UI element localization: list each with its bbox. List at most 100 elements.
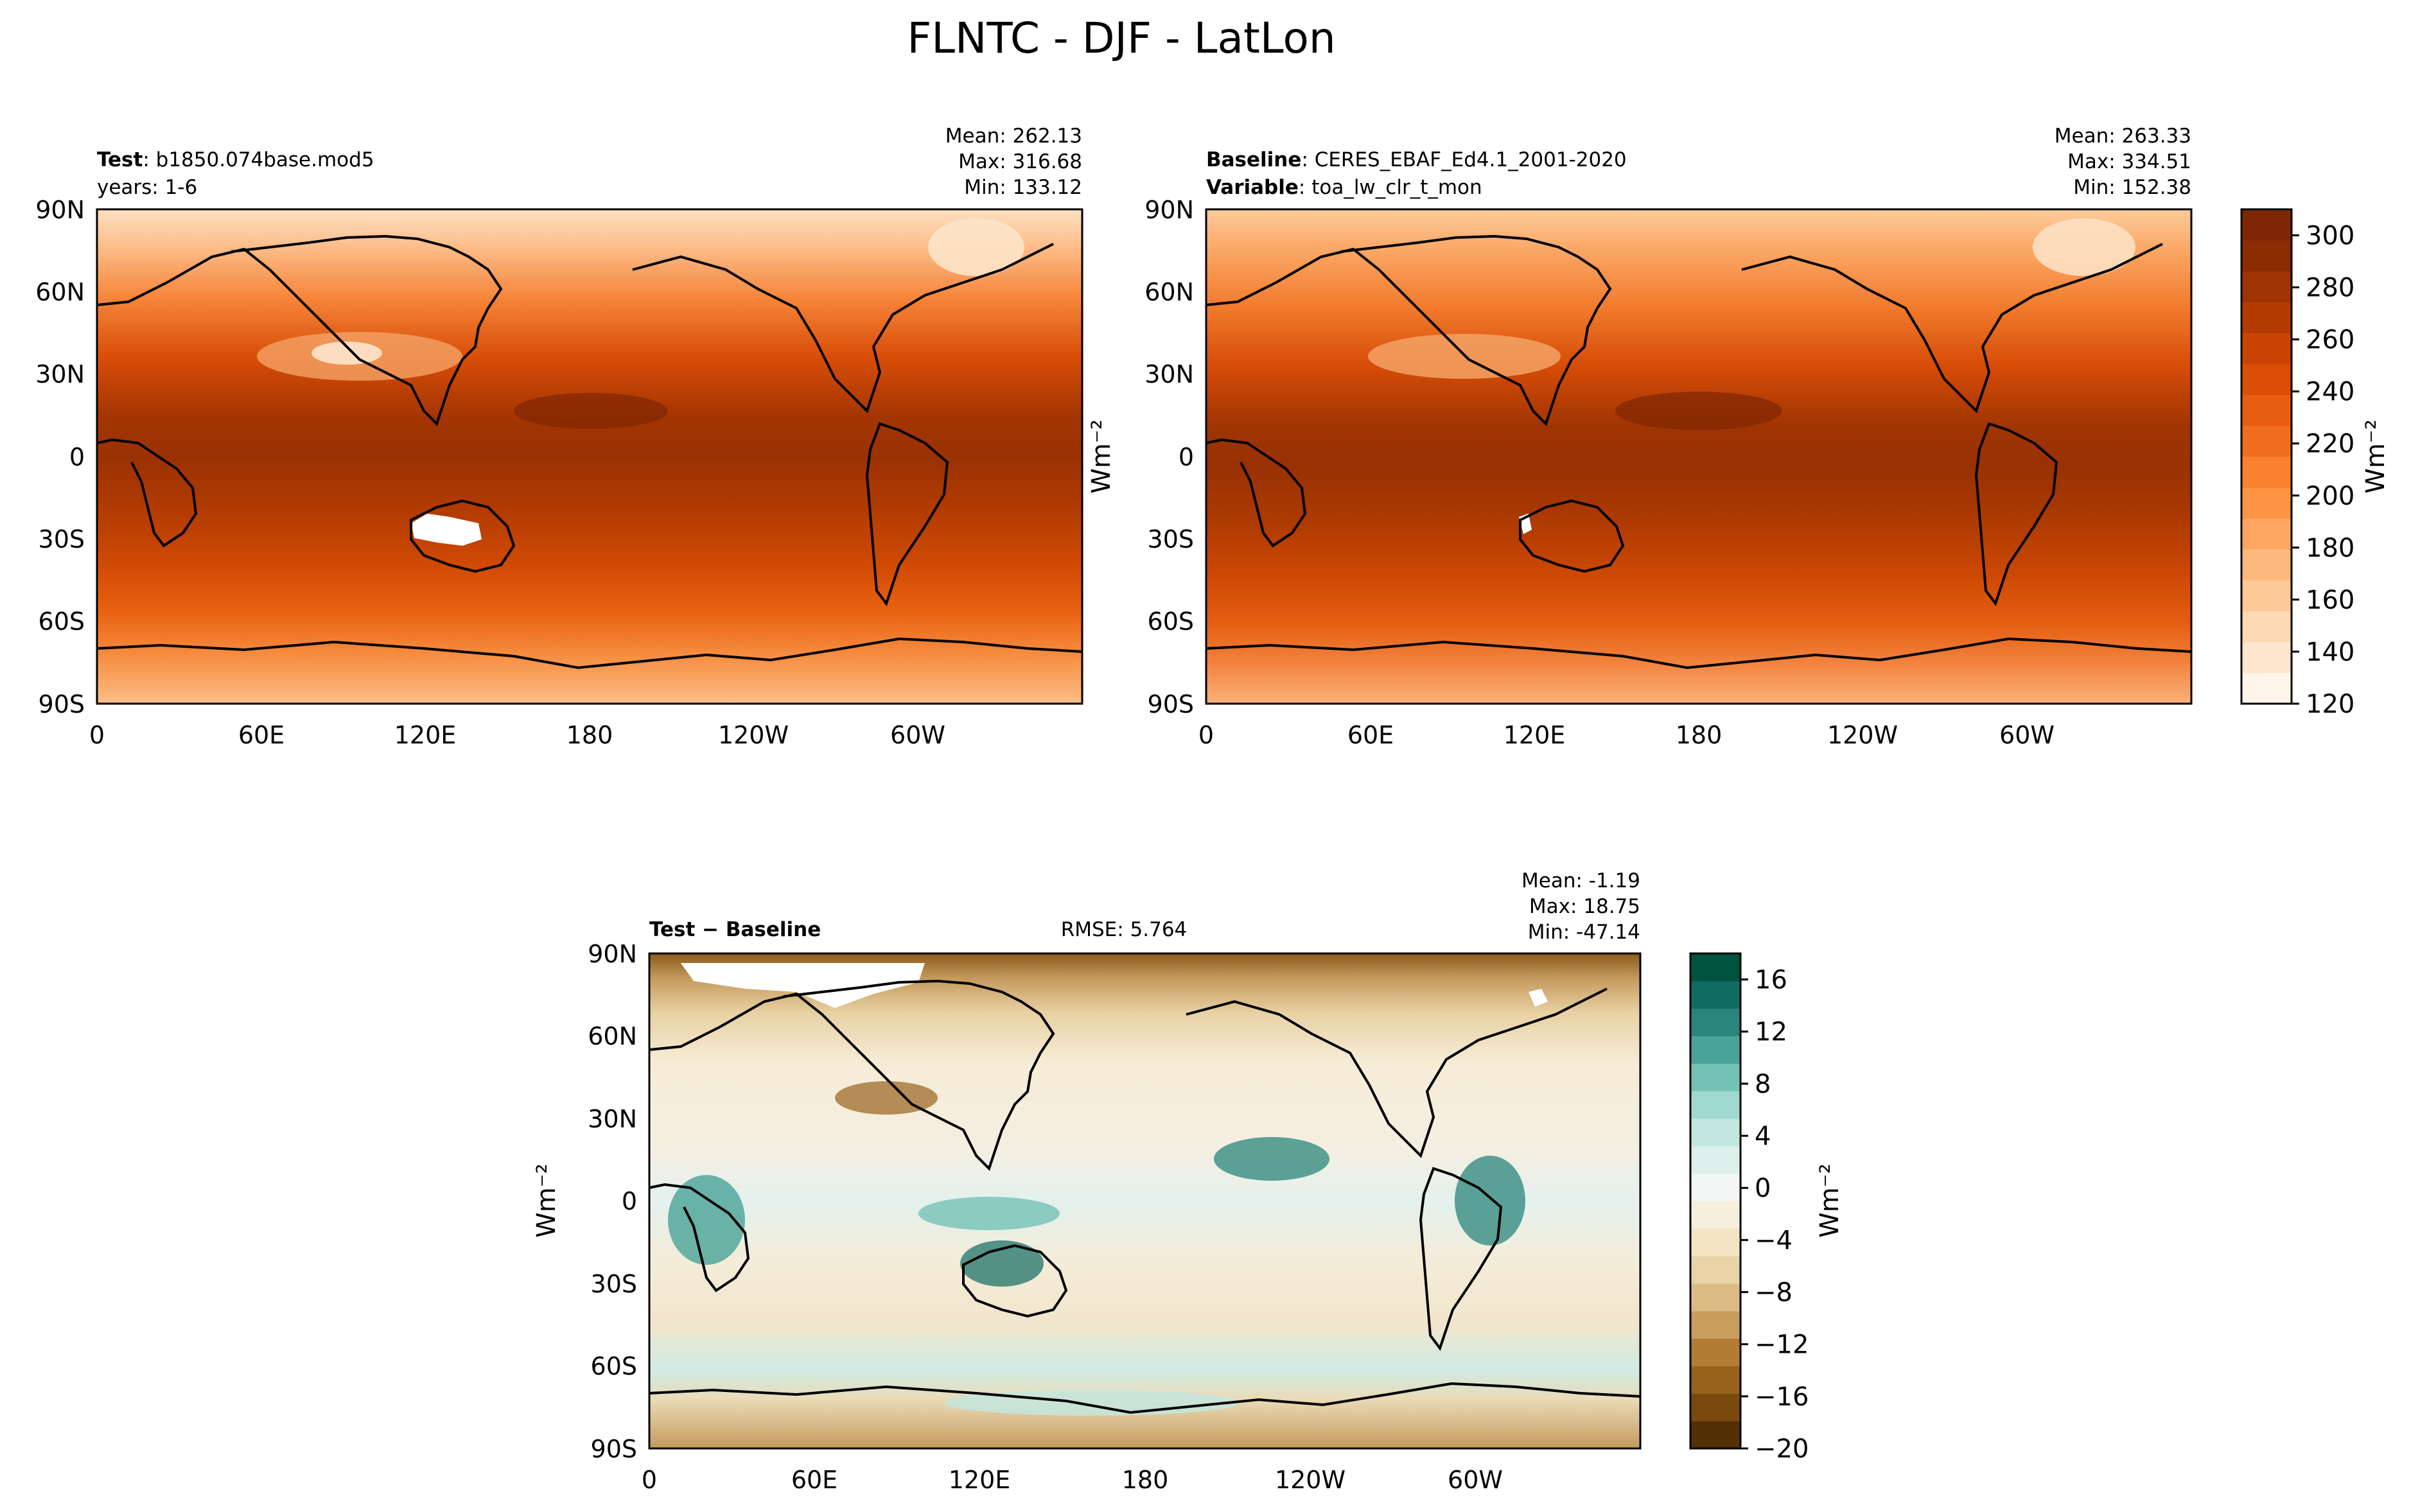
cbdiff-tick-0: 0 (1755, 1174, 1771, 1203)
baseline-variable: Variable: toa_lw_clr_t_mon (1206, 176, 1482, 199)
colorbar-diff-band (1690, 1091, 1740, 1119)
lon-tick-0: 0 (1198, 721, 1214, 749)
lon-tick-0: 0 (642, 1466, 657, 1494)
diff-antarctica-coast (649, 1382, 1640, 1414)
cbtop-tick-160: 160 (2306, 586, 2354, 615)
colorbar-top-band (2241, 425, 2292, 457)
baseline-antarctica-coast (1206, 637, 2191, 670)
diff-panel: Test − Baseline RMSE: 5.764 Mean: -1.19 … (532, 869, 1642, 1494)
lat-tick-30s: 30S (39, 525, 85, 553)
baseline-lat-ticks: 90N 60N 30N 0 30S 60S 90S (1144, 196, 1194, 718)
lon-tick-120e: 120E (949, 1466, 1011, 1494)
diff-field-africa-positive (668, 1175, 745, 1265)
colorbar-top-band (2241, 580, 2292, 612)
cbdiff-tick-12: 12 (1755, 1018, 1787, 1047)
colorbar-diff-band (1690, 1201, 1740, 1229)
baseline-frame (1205, 208, 2193, 705)
cbdiff-tick-4: 4 (1755, 1122, 1771, 1151)
colorbar-diff-band (1690, 980, 1740, 1009)
colorbar-diff-bands (1690, 953, 1740, 1449)
diff-south-america-coast (1419, 1167, 1503, 1351)
baseline-field-greenland (2033, 218, 2135, 276)
diff-australia-coast (962, 1244, 1068, 1318)
colorbar-diff-band (1690, 1008, 1740, 1036)
lat-tick-90n: 90N (1144, 196, 1194, 224)
test-lat-ticks: 90N 60N 30N 0 30S 60S 90S (35, 196, 85, 718)
test-eurasia-coast (97, 234, 503, 426)
colorbar-top-ticks: 300 280 260 240 220 200 180 160 140 120 (2292, 222, 2354, 719)
cbtop-tick-180: 180 (2306, 534, 2354, 563)
cbdiff-tick-neg16: −16 (1755, 1382, 1809, 1412)
figure-title: FLNTC - DJF - LatLon (907, 13, 1335, 63)
colorbar-diff-band (1690, 1173, 1740, 1201)
lat-tick-30n: 30N (35, 360, 85, 388)
test-mean: Mean: 262.13 (945, 125, 1082, 148)
colorbar-top-band (2241, 611, 2292, 643)
diff-field-amazon-positive (1455, 1156, 1525, 1246)
lat-tick-60n: 60N (1144, 278, 1194, 306)
baseline-label: Baseline: CERES_EBAF_Ed4.1_2001-2020 (1206, 148, 1627, 171)
colorbar-diff-band (1690, 1228, 1740, 1256)
test-field-warm-pool (514, 393, 668, 429)
test-lon-ticks: 0 60E 120E 180 120W 60W (89, 721, 945, 749)
colorbar-top-band (2241, 487, 2292, 519)
test-min: Min: 133.12 (964, 176, 1082, 199)
baseline-africa-coast (1206, 438, 1307, 548)
test-south-america-coast (865, 422, 949, 607)
colorbar-top-band (2241, 333, 2292, 365)
colorbar-diff-band (1690, 1310, 1740, 1339)
lon-tick-0: 0 (89, 721, 105, 749)
test-frame (96, 208, 1083, 705)
lon-tick-120w: 120W (718, 721, 789, 749)
lon-tick-60w: 60W (1448, 1466, 1503, 1494)
diff-north-america-coast (1186, 987, 1608, 1158)
cbtop-tick-220: 220 (2306, 430, 2354, 459)
colorbar-diff-band (1690, 1063, 1740, 1091)
diff-min: Min: -47.14 (1528, 921, 1640, 944)
test-panel: Test: b1850.074base.mod5 years: 1-6 Mean… (35, 125, 1083, 749)
lat-tick-90s: 90S (39, 690, 85, 718)
diff-map (649, 953, 1640, 1448)
lon-tick-180: 180 (566, 721, 613, 749)
test-field-greenland (928, 218, 1024, 276)
lat-tick-90s: 90S (1148, 690, 1194, 718)
colorbar-top: 300 280 260 240 220 200 180 160 140 120 … (2240, 208, 2390, 719)
lat-tick-90s: 90S (591, 1435, 637, 1463)
diff-ylabel: Wm⁻² (532, 1163, 561, 1238)
lat-tick-0: 0 (1179, 443, 1194, 471)
colorbar-top-band (2241, 363, 2292, 395)
lon-tick-60e: 60E (238, 721, 285, 749)
colorbar-top-band (2241, 394, 2292, 426)
colorbar-diff-ticks: 16 12 8 4 0 −4 −8 −12 −16 −20 (1740, 966, 1809, 1464)
cbtop-tick-140: 140 (2306, 638, 2354, 667)
lat-tick-0: 0 (69, 443, 85, 471)
diff-coastlines (649, 979, 1640, 1414)
colorbar-diff-label: Wm⁻² (1815, 1163, 1845, 1238)
diff-max: Max: 18.75 (1529, 895, 1640, 918)
baseline-max: Max: 334.51 (2067, 150, 2191, 173)
cbtop-tick-240: 240 (2306, 378, 2354, 407)
lon-tick-180: 180 (1122, 1466, 1169, 1494)
colorbar-top-band (2241, 518, 2292, 550)
baseline-min: Min: 152.38 (2073, 176, 2191, 199)
lon-tick-60e: 60E (791, 1466, 837, 1494)
colorbar-diff-band (1690, 1421, 1740, 1449)
colorbar-diff-band (1690, 1145, 1740, 1174)
cbtop-tick-280: 280 (2306, 274, 2354, 303)
diff-field-missing-greenland (1529, 989, 1548, 1007)
baseline-panel: Baseline: CERES_EBAF_Ed4.1_2001-2020 Var… (1087, 125, 2193, 749)
colorbar-top-band (2241, 549, 2292, 580)
cbdiff-tick-neg12: −12 (1755, 1330, 1809, 1360)
baseline-south-america-coast (1974, 422, 2058, 607)
colorbar-top-band (2241, 641, 2292, 673)
lat-tick-60n: 60N (588, 1022, 637, 1050)
colorbar-top-band (2241, 271, 2292, 302)
colorbar-top-bands (2241, 209, 2292, 704)
colorbar-top-band (2241, 456, 2292, 488)
test-africa-coast (97, 438, 198, 548)
lat-tick-60s: 60S (39, 607, 85, 636)
lon-tick-60w: 60W (890, 721, 945, 749)
colorbar-top-label: Wm⁻² (2361, 419, 2390, 494)
test-label: Test: b1850.074base.mod5 (97, 148, 374, 171)
colorbar-diff-band (1690, 1118, 1740, 1147)
